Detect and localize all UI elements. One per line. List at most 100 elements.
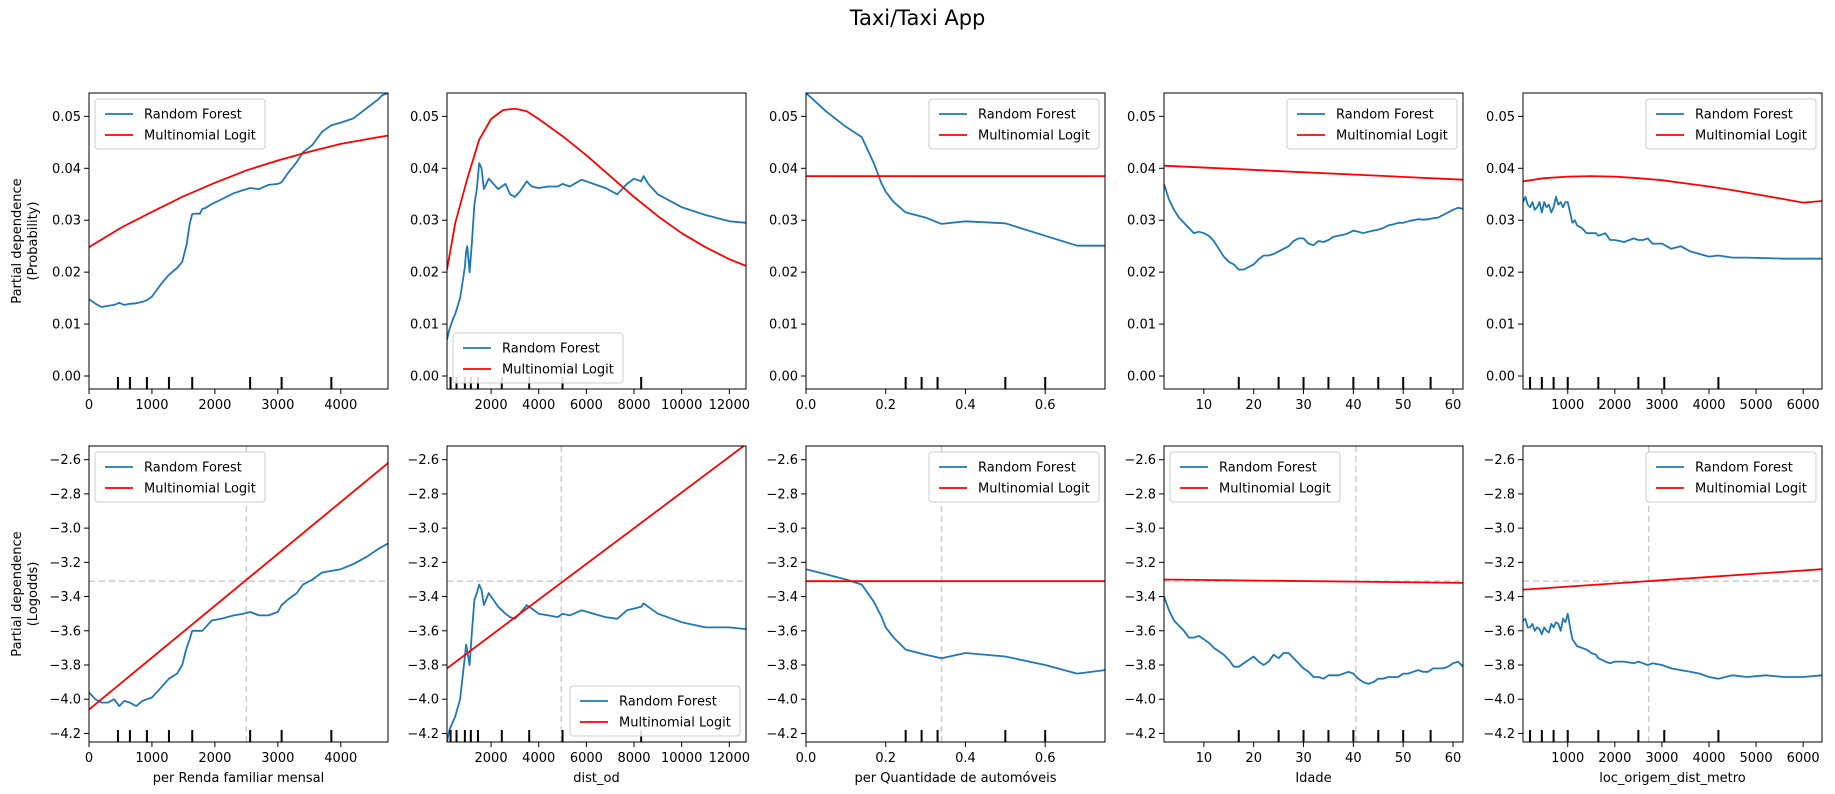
- y-tick-label: −2.8: [407, 487, 439, 502]
- y-tick-label: −3.4: [1483, 590, 1515, 605]
- x-tick-label: 6000: [1787, 751, 1820, 766]
- y-tick-label: −3.2: [766, 556, 798, 571]
- legend-label: Random Forest: [1219, 461, 1317, 476]
- legend-label: Multinomial Logit: [144, 129, 256, 144]
- y-tick-label: 0.04: [1127, 162, 1156, 177]
- legend-label: Random Forest: [144, 108, 242, 123]
- y-tick-label: −4.2: [407, 727, 439, 742]
- x-tick-label: 50: [1395, 398, 1412, 413]
- random-forest-line: [447, 162, 746, 340]
- x-tick-label: 2000: [198, 398, 231, 413]
- random-forest-line: [1523, 612, 1822, 680]
- y-tick-label: −3.4: [407, 590, 439, 605]
- multinomial-logit-line: [447, 107, 746, 270]
- y-tick-label: 0.03: [1486, 214, 1515, 229]
- x-tick-label: 4000: [522, 398, 555, 413]
- legend-label: Multinomial Logit: [1336, 129, 1448, 144]
- y-tick-label: 0.05: [1127, 110, 1156, 125]
- y-tick-label: −3.2: [1124, 556, 1156, 571]
- y-tick-label: −3.0: [1124, 522, 1156, 537]
- ylabel-line: Partial dependence: [10, 178, 25, 303]
- legend-box: [1645, 98, 1817, 150]
- y-tick-label: 0.02: [769, 266, 798, 281]
- y-tick-label: −4.0: [766, 693, 798, 708]
- x-tick-label: 0.0: [796, 398, 817, 413]
- legend-box: [1645, 451, 1817, 503]
- x-axis-label: dist_od: [573, 771, 619, 786]
- x-tick-label: 5000: [1740, 398, 1773, 413]
- subplot-1-4: 1000 2000 3000 4000 5000 6000 −4.2 −4.0 −3.8 −3.6…: [1483, 445, 1823, 786]
- ylabel-line: (Probability): [26, 202, 41, 281]
- subplot-1-2: 0.0 0.2 0.4 0.6 −4.2 −4.0 −3.8 −3.6 −3.4 −3.2 −3.0…: [766, 445, 1106, 786]
- y-tick-label: −2.8: [1124, 487, 1156, 502]
- x-axis-label: per Quantidade de automóveis: [854, 771, 1056, 786]
- legend-label: Multinomial Logit: [144, 482, 256, 497]
- y-tick-label: −4.0: [49, 693, 81, 708]
- y-tick-label: 0.01: [52, 318, 81, 333]
- y-tick-label: −3.2: [407, 556, 439, 571]
- legend-label: Random Forest: [502, 342, 600, 357]
- legend-box: [928, 98, 1100, 150]
- x-tick-label: 10000: [661, 751, 702, 766]
- x-tick-label: 12000: [709, 398, 750, 413]
- x-tick-label: 2000: [198, 751, 231, 766]
- subplot-1-3: 10 20 30 40 50 60 −4.2 −4.0 −3.8 −3.6 −3.4 −3.2 −3.0…: [1124, 445, 1464, 786]
- multinomial-logit-line: [1164, 164, 1463, 181]
- legend-label: Random Forest: [144, 461, 242, 476]
- y-tick-label: 0.04: [410, 162, 439, 177]
- x-tick-label: 40: [1345, 398, 1362, 413]
- legend-box: [94, 451, 266, 503]
- legend: Random Forest Multinomial Logit: [94, 451, 266, 503]
- multinomial-logit-line: [1523, 175, 1822, 204]
- legend-label: Multinomial Logit: [978, 482, 1090, 497]
- x-tick-label: 0.6: [1035, 398, 1056, 413]
- y-tick-label: −4.0: [407, 693, 439, 708]
- x-tick-label: 1000: [1551, 398, 1584, 413]
- y-tick-label: 0.03: [410, 214, 439, 229]
- legend: Random Forest Multinomial Logit: [1645, 451, 1817, 503]
- axes-frame: [88, 445, 389, 743]
- random-forest-line: [89, 93, 388, 308]
- random-forest-line: [89, 542, 388, 707]
- x-tick-label: 12000: [709, 751, 750, 766]
- y-tick-label: −3.4: [766, 590, 798, 605]
- x-tick-label: 0.4: [955, 398, 976, 413]
- legend-label: Multinomial Logit: [978, 129, 1090, 144]
- subplot-1-0: 0 1000 2000 3000 4000 −4.2 −4.0 −3.8 −3.6 −3.4 −3.…: [49, 445, 389, 786]
- axes-frame: [1163, 445, 1464, 743]
- x-tick-label: 20: [1245, 398, 1262, 413]
- y-tick-label: 0.03: [1127, 214, 1156, 229]
- subplot-0-1: 2000 4000 6000 8000 10000 12000 0.00 0.01 0.02 0.…: [410, 92, 750, 413]
- y-tick-label: 0.05: [410, 110, 439, 125]
- x-tick-label: 4000: [1692, 398, 1725, 413]
- x-tick-label: 20: [1245, 751, 1262, 766]
- multinomial-logit-line: [1523, 568, 1822, 591]
- axes-frame: [446, 445, 747, 743]
- random-forest-line: [1523, 195, 1822, 260]
- x-axis-label: per Renda familiar mensal: [153, 771, 325, 786]
- x-tick-label: 6000: [570, 751, 603, 766]
- axes-frame: [88, 92, 389, 390]
- x-tick-label: 1000: [135, 751, 168, 766]
- x-tick-label: 40: [1345, 751, 1362, 766]
- subplot-0-0: 0 1000 2000 3000 4000 0.00 0.01 0.02 0.03 0.04 0.0…: [52, 92, 389, 413]
- axes-frame: [1163, 92, 1464, 390]
- multinomial-logit-line: [1164, 578, 1463, 584]
- y-tick-label: 0.04: [1486, 162, 1515, 177]
- y-tick-label: −3.8: [49, 659, 81, 674]
- x-tick-label: 60: [1445, 751, 1462, 766]
- legend-label: Random Forest: [1695, 461, 1793, 476]
- x-tick-label: 3000: [1645, 751, 1678, 766]
- y-tick-label: 0.00: [1127, 370, 1156, 385]
- y-tick-label: −2.6: [1124, 453, 1156, 468]
- ylabel-line: Partial dependence: [10, 531, 25, 656]
- multinomial-logit-line: [447, 446, 746, 670]
- legend-box: [569, 685, 741, 737]
- axes-frame: [1522, 445, 1823, 743]
- x-tick-label: 3000: [1645, 398, 1678, 413]
- x-tick-label: 2000: [1598, 751, 1631, 766]
- legend-label: Random Forest: [619, 695, 717, 710]
- x-tick-label: 30: [1295, 751, 1312, 766]
- y-tick-label: −3.0: [407, 522, 439, 537]
- x-tick-label: 50: [1395, 751, 1412, 766]
